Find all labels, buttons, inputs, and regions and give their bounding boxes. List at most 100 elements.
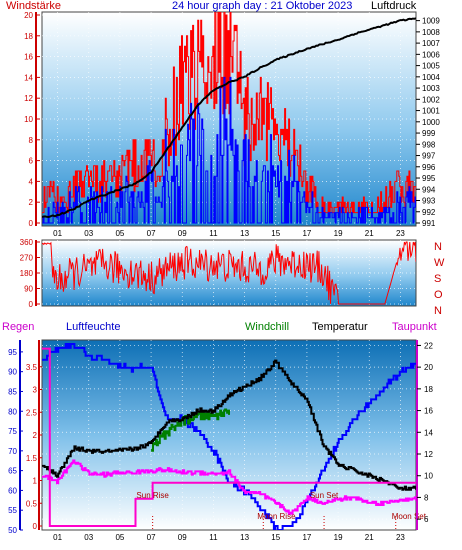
dewpoint-line — [42, 459, 416, 515]
rain-tick-label: 3 — [33, 386, 38, 395]
rain-tick-label: 1.5 — [26, 454, 38, 463]
panel1-series — [42, 12, 416, 224]
humidity-tick-label: 70 — [8, 447, 17, 456]
temperature-tick-label: 22 — [424, 341, 433, 350]
panel1-left-tick-label: 18 — [24, 32, 33, 41]
rain-tick-label: 0 — [33, 522, 38, 531]
regen-header: Regen — [2, 321, 34, 333]
panel3-series — [42, 343, 416, 530]
panel1-right-tick-label: 996 — [422, 163, 436, 172]
sun-set-label: Sun Set — [310, 491, 339, 500]
temperature-tick-label: 16 — [424, 407, 433, 416]
panel1-left-tick-label: 2 — [29, 198, 34, 207]
panel1-hour-label: 23 — [396, 229, 405, 238]
humidity-tick-label: 55 — [8, 506, 17, 515]
panel3-x-axis: 01 03 05 07 09 11 13 15 17 19 21 23 — [53, 533, 405, 542]
panel1-right-axis: 991 992 993 994 995 996 997 998 999 1000 1001 1002 1… — [416, 17, 440, 228]
panel3-hour-label: 09 — [178, 533, 187, 542]
panel1-hour-label: 09 — [178, 229, 187, 238]
panel1-left-tick-label: 6 — [29, 157, 34, 166]
humidity-tick-label: 80 — [8, 407, 17, 416]
windchill-header: Windchill — [245, 321, 289, 333]
humidity-tick-label: 95 — [8, 348, 17, 357]
rain-tick-label: 0.5 — [26, 499, 38, 508]
panel2-left-tick-label: 0 — [29, 300, 34, 309]
panel2-series — [42, 241, 416, 305]
temperature-tick-label: 12 — [424, 450, 433, 459]
chart-title: 24 hour graph day : 21 Oktober 2023 — [172, 0, 352, 12]
panel1-right-tick-label: 1000 — [422, 118, 440, 127]
humidity-tick-label: 65 — [8, 467, 17, 476]
panel2-compass-letter: O — [434, 289, 443, 301]
panel3-hour-label: 05 — [115, 533, 124, 542]
panel3-hour-label: 15 — [271, 533, 280, 542]
temperature-tick-label: 14 — [424, 428, 433, 437]
panel1-hour-label: 07 — [147, 229, 156, 238]
moon-rise-label: Moon Rise — [257, 512, 296, 521]
panel2-compass-letter: S — [434, 273, 441, 285]
panel1-hour-label: 15 — [271, 229, 280, 238]
panel1-right-tick-label: 997 — [422, 152, 436, 161]
temperature-tick-label: 10 — [424, 472, 433, 481]
panel2-left-axis: 0 90 180 270 360 — [20, 238, 40, 309]
rain-tick-label: 2 — [33, 431, 38, 440]
temperature-axis: 6 8 10 12 14 16 18 20 22 — [416, 340, 433, 530]
panel1-right-tick-label: 991 — [422, 219, 436, 228]
panel1-right-tick-label: 1003 — [422, 84, 440, 93]
panel2-compass-letter: N — [434, 241, 442, 253]
wind-gust-line — [42, 12, 416, 214]
panel1-left-tick-label: 14 — [24, 73, 33, 82]
panel1-right-tick-label: 995 — [422, 174, 436, 183]
temperature-tick-label: 6 — [424, 515, 429, 524]
panel3-hour-label: 11 — [209, 533, 218, 542]
panel1-hour-label: 19 — [334, 229, 343, 238]
panel3-events: Sun Rise Moon Rise Sun Set Moon Set — [136, 491, 427, 530]
panel1-right-tick-label: 1005 — [422, 62, 440, 71]
panel1-left-tick-label: 12 — [24, 94, 33, 103]
rain-tick-label: 1 — [33, 477, 38, 486]
panel3-background — [41, 339, 417, 531]
panel1-right-tick-label: 1009 — [422, 17, 440, 26]
panel1-right-tick-label: 994 — [422, 185, 436, 194]
panel1-right-tick-label: 999 — [422, 129, 436, 138]
panel1-right-tick-label: 1007 — [422, 39, 440, 48]
temperature-tick-label: 18 — [424, 385, 433, 394]
temperatur-header: Temperatur — [312, 321, 368, 333]
sun-rise-label: Sun Rise — [136, 491, 169, 500]
panel1-hour-label: 03 — [84, 229, 93, 238]
pressure-line — [42, 17, 416, 219]
humidity-axis: 50 55 60 65 70 75 80 85 90 95 — [8, 340, 23, 535]
panel1-right-tick-label: 1001 — [422, 107, 440, 116]
panel3-hour-label: 13 — [240, 533, 249, 542]
panel1-right-tick-label: 1004 — [422, 73, 440, 82]
moon-set-label: Moon Set — [392, 512, 427, 521]
panel1-left-axis: 0 2 4 6 8 10 12 14 16 18 20 — [24, 11, 40, 228]
panel1-left-tick-label: 10 — [24, 115, 33, 124]
panel1-left-tick-label: 8 — [29, 136, 34, 145]
panel1-right-tick-label: 998 — [422, 140, 436, 149]
luftfeuchte-header: Luftfeuchte — [66, 321, 120, 333]
panel1-left-tick-label: 0 — [29, 219, 34, 228]
panel2-left-tick-label: 180 — [20, 269, 34, 278]
humidity-tick-label: 60 — [8, 486, 17, 495]
panel1-right-tick-label: 993 — [422, 197, 436, 206]
wind-average-line — [42, 76, 416, 224]
panel1-hour-label: 11 — [209, 229, 218, 238]
panel2-left-tick-label: 360 — [20, 238, 34, 247]
taupunkt-header: Taupunkt — [392, 321, 437, 333]
panel1-hour-label: 17 — [302, 229, 311, 238]
temperature-tick-label: 8 — [424, 493, 429, 502]
panel1-hour-label: 13 — [240, 229, 249, 238]
luftdruck-header: Luftdruck — [371, 0, 417, 12]
panel3-hour-label: 07 — [147, 533, 156, 542]
panel1-x-axis: 01 03 05 07 09 11 13 15 17 19 21 23 — [53, 229, 405, 238]
panel2-compass-letter: W — [434, 257, 445, 269]
windstaerke-header: Windstärke — [6, 0, 61, 12]
panel1-right-tick-label: 992 — [422, 208, 436, 217]
wind-direction-line — [42, 241, 416, 305]
